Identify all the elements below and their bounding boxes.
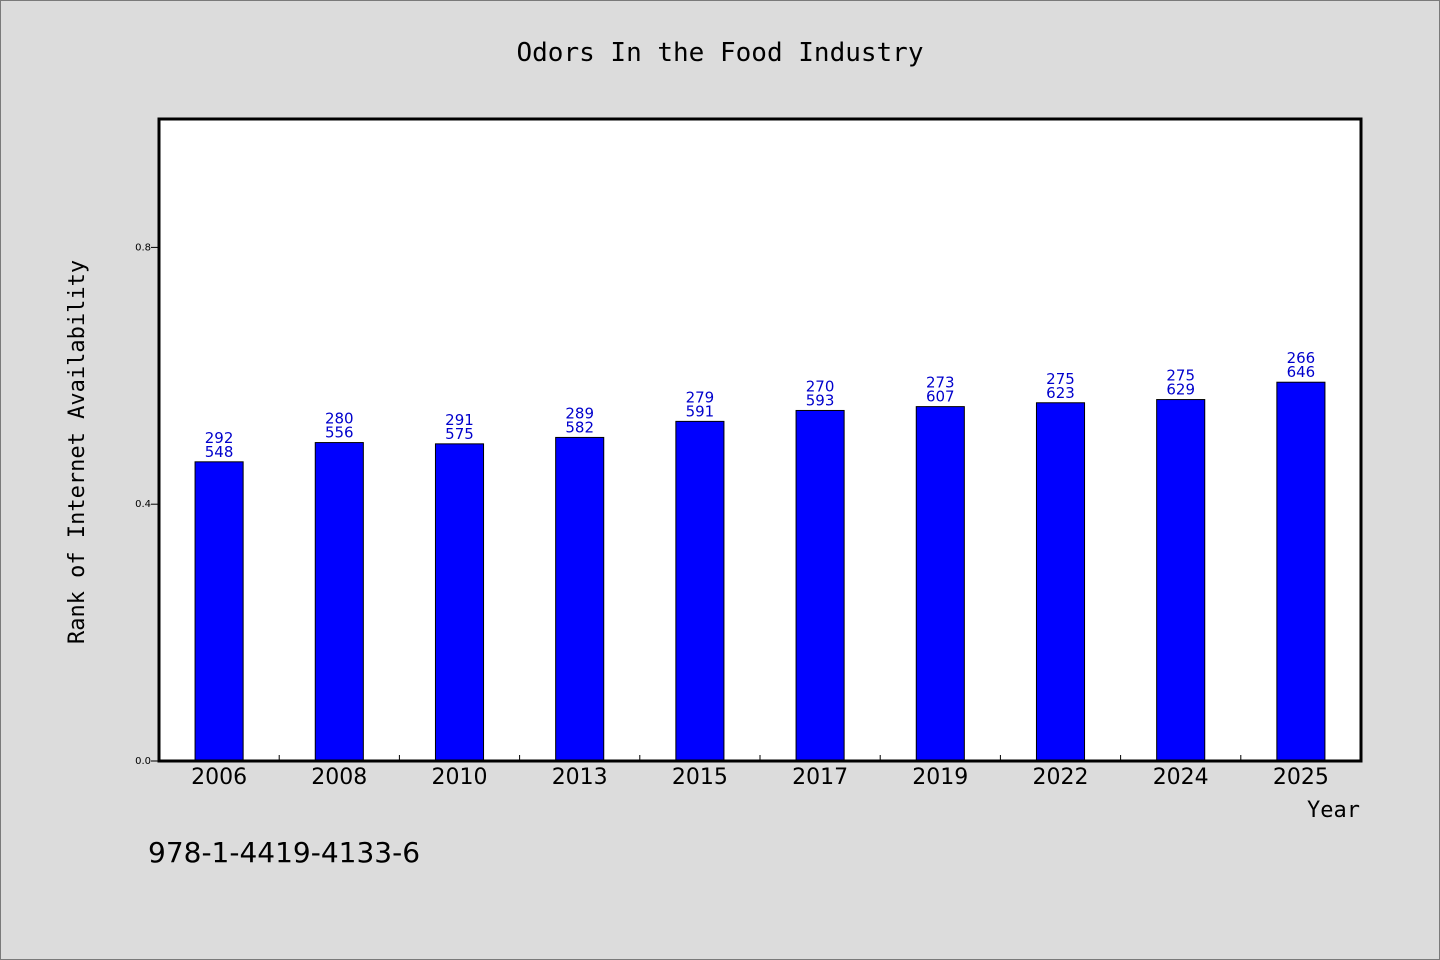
bar-label-top: 266 bbox=[1287, 349, 1316, 367]
bar bbox=[314, 442, 364, 762]
bar-label-top: 291 bbox=[445, 411, 474, 429]
x-tick-label: 2013 bbox=[552, 765, 608, 790]
x-axis-tick-labels: 2006 2008 2010 2013 2015 2017 2019 2022 2024 2025 bbox=[191, 765, 1329, 790]
x-tick-label: 2008 bbox=[311, 765, 367, 790]
x-axis-label: Year bbox=[1307, 798, 1360, 823]
bar-label-bottom: 548 bbox=[205, 443, 234, 461]
bar-label-top: 292 bbox=[205, 429, 234, 447]
bar bbox=[675, 420, 725, 762]
bar-label-bottom: 629 bbox=[1166, 381, 1195, 399]
bar bbox=[555, 436, 605, 762]
bar-label-top: 273 bbox=[926, 374, 955, 392]
chart-title: Odors In the Food Industry bbox=[517, 38, 924, 68]
bar-label-top: 279 bbox=[686, 388, 715, 406]
bar-label-bottom: 556 bbox=[325, 424, 354, 442]
bar-label-bottom: 646 bbox=[1287, 363, 1316, 381]
bar bbox=[1156, 399, 1206, 762]
y-tick-label: 0.8 bbox=[135, 242, 151, 253]
bar-label-bottom: 593 bbox=[806, 391, 835, 409]
bars bbox=[194, 381, 1326, 762]
y-tick-label: 0.0 bbox=[135, 756, 151, 767]
bar-label-bottom: 607 bbox=[926, 388, 955, 406]
x-tick-label: 2019 bbox=[912, 765, 968, 790]
bar-label-bottom: 575 bbox=[445, 425, 474, 443]
bar bbox=[194, 461, 244, 762]
bar-label-bottom: 591 bbox=[686, 402, 715, 420]
x-tick-label: 2010 bbox=[432, 765, 488, 790]
bar bbox=[1276, 381, 1326, 762]
x-tick-label: 2025 bbox=[1273, 765, 1329, 790]
bar bbox=[795, 409, 845, 762]
bar bbox=[434, 443, 485, 762]
y-tick-label: 0.4 bbox=[135, 499, 151, 510]
isbn-footer: 978-1-4419-4133-6 bbox=[148, 836, 420, 869]
bar-labels: 2925482805562915752895822795912705932736… bbox=[205, 349, 1315, 461]
bar-label-top: 275 bbox=[1166, 367, 1195, 385]
x-tick-label: 2015 bbox=[672, 765, 728, 790]
bar-label-bottom: 623 bbox=[1046, 384, 1075, 402]
bar-label-bottom: 582 bbox=[565, 418, 594, 436]
bar-label-top: 270 bbox=[806, 377, 835, 395]
x-tick-label: 2024 bbox=[1153, 765, 1209, 790]
y-axis-label: Rank of Internet Availability bbox=[65, 260, 90, 644]
plot-border bbox=[157, 117, 1363, 763]
bar-label-top: 275 bbox=[1046, 370, 1075, 388]
x-tick-label: 2017 bbox=[792, 765, 848, 790]
x-tick-label: 2022 bbox=[1033, 765, 1089, 790]
bar-label-top: 280 bbox=[325, 410, 354, 428]
bar-label-top: 289 bbox=[565, 404, 594, 422]
bar bbox=[1035, 402, 1086, 762]
bar bbox=[915, 406, 965, 762]
x-tick-label: 2006 bbox=[191, 765, 247, 790]
